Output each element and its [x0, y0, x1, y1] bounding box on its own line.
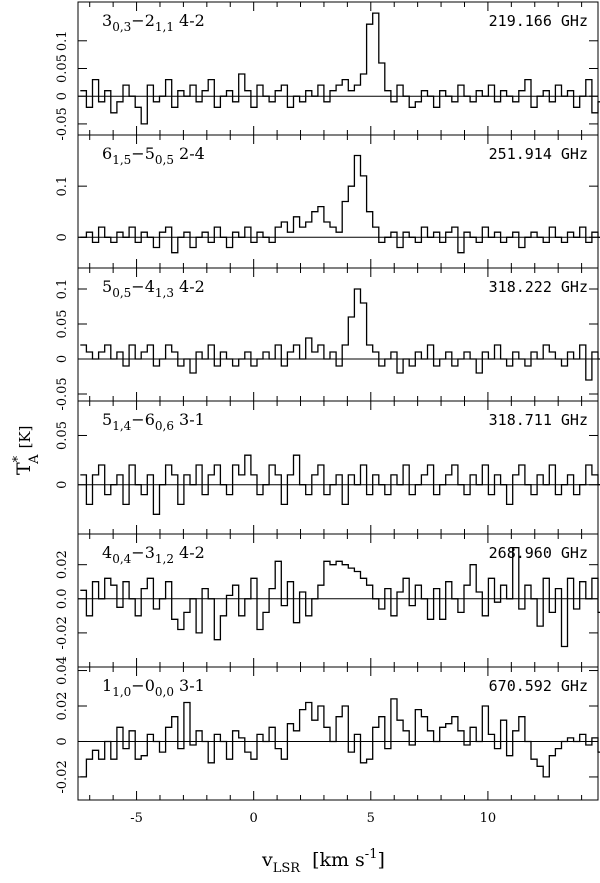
y-tick-label: -0.02: [55, 760, 70, 793]
transition-text: −4: [131, 277, 155, 296]
spectrum-line: [80, 546, 600, 648]
spectrum-line: [80, 154, 600, 254]
transition-text: 4: [102, 543, 112, 562]
transition-subscript: 1,5: [112, 153, 131, 167]
frequency-label: 251.914 GHz: [489, 145, 588, 163]
y-tick-label: 0.05: [55, 310, 70, 339]
y-tick-label: 0: [55, 737, 70, 745]
panel-2: 0 0.1 61,5−50,5 2-4 251.914 GHz: [55, 134, 600, 269]
x-axis-units: [km s: [312, 849, 365, 871]
svg-text:T*A[K]: T*A [K]: [11, 426, 42, 476]
x-axis-units-close: ]: [377, 849, 384, 871]
transition-text: 2-4: [174, 144, 205, 163]
panel-6: -0.02 0 0.02 0.04 11,0−00,0 3-1 670.592 GHz: [55, 656, 600, 801]
x-axis-title: vLSR [km s-1]: [261, 847, 385, 876]
y-tick-label: 0: [55, 355, 70, 363]
y-axis-title: T*A [K]: [11, 426, 42, 476]
transition-text: 6: [102, 144, 112, 163]
y-tick-label: 0.05: [55, 421, 70, 450]
transition-subscript: 1,4: [112, 419, 131, 433]
transition-label: 30,3−21,1 4-2: [102, 11, 205, 34]
transition-subscript: 1,3: [155, 286, 174, 300]
transition-subscript: 1,2: [155, 552, 174, 566]
transition-text: 5: [102, 410, 112, 429]
transition-subscript: 0,5: [112, 286, 131, 300]
spectrum-line: [80, 12, 600, 125]
y-tick-label: 0.02: [55, 692, 70, 721]
transition-text: −5: [131, 144, 155, 163]
transition-text: 4-2: [174, 11, 205, 30]
x-axis-symbol: v: [261, 849, 273, 871]
panel-4: 0 0.05 51,4−60,6 3-1 318.711 GHz: [55, 400, 600, 535]
transition-subscript: 0,4: [112, 552, 131, 566]
spectrum-line: [80, 288, 600, 381]
y-tick-label: 0.05: [55, 54, 70, 83]
panel-3: -0.05 0 0.05 0.1 50,5−41,3 4-2 318.222 GHz: [55, 267, 600, 411]
transition-text: −2: [131, 11, 155, 30]
spectrum-line: [80, 698, 600, 778]
transition-text: 3-1: [174, 676, 205, 695]
y-axis-superscript: *: [11, 455, 26, 462]
frequency-label: 219.166 GHz: [489, 12, 588, 30]
y-tick-label: 0.0: [55, 588, 70, 609]
transition-label: 51,4−60,6 3-1: [102, 410, 205, 433]
transition-label: 50,5−41,3 4-2: [102, 277, 205, 300]
transition-text: −0: [131, 676, 155, 695]
transition-label: 61,5−50,5 2-4: [102, 144, 205, 167]
transition-text: −6: [131, 410, 155, 429]
y-tick-label: -0.05: [55, 377, 70, 410]
transition-text: 5: [102, 277, 112, 296]
frequency-label: 268.960 GHz: [489, 544, 588, 562]
y-axis-subscript: A: [27, 454, 42, 465]
y-tick-label: -0.02: [55, 616, 70, 649]
y-axis-symbol: T: [13, 462, 35, 475]
x-axis-exponent: -1: [365, 847, 378, 862]
x-tick-label: 10: [480, 811, 497, 826]
panel-frame: [77, 666, 599, 801]
x-axis-subscript: LSR: [273, 861, 302, 876]
x-tick-label: 5: [367, 811, 375, 826]
svg-text:vLSR[km s-1]: vLSR [km s-1]: [261, 847, 385, 876]
y-tick-label: 0.1: [55, 176, 70, 197]
transition-label: 11,0−00,0 3-1: [102, 676, 205, 699]
transition-subscript: 0,3: [112, 20, 131, 34]
panel-1: -0.05 0 0.05 0.1 30,3−21,1 4-2 219.166 GHz: [55, 1, 600, 141]
y-tick-label: 0: [55, 481, 70, 489]
panel-5: -0.02 0.0 0.02 40,4−31,2 4-2 268.960 GHz: [55, 533, 600, 668]
transition-text: 4-2: [174, 543, 205, 562]
y-tick-label: -0.05: [55, 107, 70, 140]
transition-text: −3: [131, 543, 155, 562]
y-tick-label: 0.02: [55, 550, 70, 579]
y-tick-label: 0.1: [55, 279, 70, 300]
transition-subscript: 0,0: [155, 685, 174, 699]
y-axis-units: [K]: [16, 426, 34, 449]
x-tick-label: 0: [250, 811, 258, 826]
transition-subscript: 1,1: [155, 20, 174, 34]
transition-subscript: 0,5: [155, 153, 174, 167]
frequency-label: 318.222 GHz: [489, 278, 588, 296]
transition-subscript: 0,6: [155, 419, 174, 433]
transition-text: 1: [102, 676, 112, 695]
transition-text: 4-2: [174, 277, 205, 296]
transition-subscript: 1,0: [112, 685, 131, 699]
y-tick-label: 0.04: [55, 656, 70, 685]
spectrum-line: [80, 454, 600, 515]
y-tick-label: 0: [55, 92, 70, 100]
x-tick-label: -5: [130, 811, 143, 826]
transition-label: 40,4−31,2 4-2: [102, 543, 205, 566]
y-tick-label: 0: [55, 233, 70, 241]
transition-text: 3: [102, 11, 112, 30]
y-tick-label: 0.1: [55, 30, 70, 51]
transition-text: 3-1: [174, 410, 205, 429]
frequency-label: 670.592 GHz: [489, 677, 588, 695]
frequency-label: 318.711 GHz: [489, 411, 588, 429]
